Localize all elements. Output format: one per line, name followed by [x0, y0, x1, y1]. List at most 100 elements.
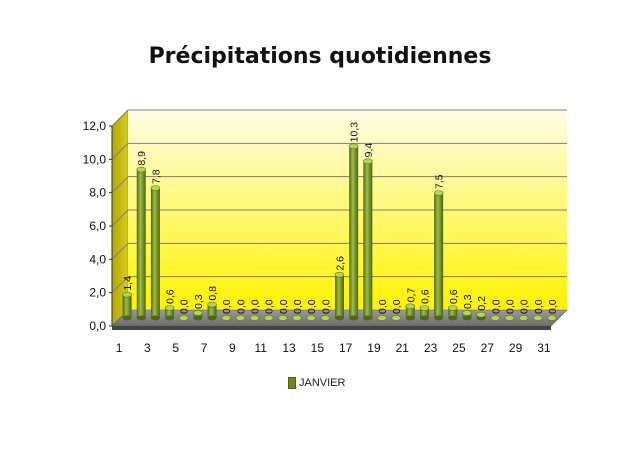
bar: [504, 315, 515, 321]
x-tick-label: 31: [537, 341, 551, 355]
bar-cap: [306, 315, 316, 321]
data-label: 0,0: [250, 299, 262, 314]
bar: [419, 305, 430, 321]
x-tick-label: 5: [172, 341, 179, 355]
bar-cap: [150, 185, 161, 191]
bar: [306, 315, 316, 321]
data-label: 2,6: [335, 256, 347, 271]
data-label: 0,8: [207, 286, 219, 301]
bar-body: [363, 161, 373, 318]
x-tick-label: 3: [144, 341, 151, 355]
bar-base: [150, 315, 160, 321]
bar-cap: [122, 291, 132, 298]
bar: [221, 315, 232, 321]
bar-base: [363, 315, 373, 321]
gridline-side: [111, 209, 129, 227]
data-label: 0,0: [547, 299, 559, 314]
bar: [122, 291, 132, 321]
bar: [292, 315, 302, 321]
bar-base: [419, 315, 429, 321]
bar-base: [349, 315, 359, 321]
bar-cap: [447, 305, 458, 311]
bar: [518, 315, 529, 321]
data-label: 8,9: [136, 151, 148, 166]
data-label: 0,0: [320, 299, 332, 314]
bar: [193, 310, 203, 321]
bar-cap: [249, 315, 260, 321]
x-tick-label: 11: [254, 341, 267, 355]
y-tick-label: 8,0: [89, 186, 106, 200]
y-tick-label: 12,0: [83, 119, 107, 133]
bar-base: [165, 315, 175, 321]
bar-cap: [391, 315, 401, 321]
bar-cap: [320, 315, 331, 321]
bar-body: [349, 146, 359, 318]
bar-base: [405, 315, 415, 321]
data-label: 0,0: [504, 299, 516, 314]
data-label: 0,0: [519, 299, 531, 314]
x-tick-label: 27: [481, 341, 495, 355]
bar-base: [122, 315, 132, 321]
bar-cap: [462, 310, 472, 316]
gridline-side: [111, 142, 129, 160]
x-tick-label: 13: [282, 341, 296, 355]
data-label: 9,4: [363, 143, 375, 158]
bar-base: [448, 315, 458, 321]
bar-cap: [164, 305, 175, 311]
data-label: 0,0: [235, 299, 247, 314]
bar-cap: [476, 311, 486, 318]
bar-cap: [547, 315, 557, 321]
data-label: 0,0: [221, 299, 233, 314]
bar-body: [150, 188, 160, 318]
bar: [235, 315, 246, 321]
bar-cap: [235, 315, 246, 321]
bar-body: [448, 308, 458, 318]
x-tick-label: 17: [339, 341, 353, 355]
y-tick-label: 6,0: [89, 219, 106, 233]
data-label: 0,0: [264, 299, 276, 314]
data-label: 0,2: [476, 296, 488, 311]
gridline-side: [111, 276, 129, 294]
data-label: 1,4: [122, 276, 134, 291]
legend-label: JANVIER: [299, 377, 346, 389]
bar-base: [434, 315, 444, 321]
bar-cap: [518, 315, 529, 321]
bar-body: [207, 304, 217, 318]
gridline-side: [111, 242, 129, 260]
data-label: 0,0: [490, 299, 502, 314]
bar: [320, 315, 331, 321]
x-tick-label: 19: [367, 341, 381, 355]
bar-cap: [504, 315, 515, 321]
bar-body: [165, 308, 175, 318]
bar-cap: [377, 315, 387, 321]
bar-body: [136, 169, 146, 318]
bar: [476, 311, 486, 321]
data-label: 0,3: [193, 294, 205, 309]
bar-body: [335, 274, 344, 318]
legend: JANVIER: [288, 377, 345, 389]
bar-cap: [419, 305, 430, 311]
x-tick-label: 15: [311, 341, 325, 355]
bar-body: [419, 308, 429, 318]
bar: [150, 185, 161, 321]
data-label: 0,0: [306, 299, 318, 314]
bar: [164, 305, 175, 321]
x-tick-label: 9: [229, 341, 236, 355]
bar-cap: [136, 166, 147, 173]
bar: [207, 301, 217, 321]
bar-cap: [433, 190, 444, 196]
bar: [249, 315, 260, 321]
bar-cap: [348, 143, 359, 150]
bar-base: [136, 315, 146, 321]
bar-cap: [278, 315, 288, 321]
y-tick-label: 2,0: [89, 286, 106, 300]
data-label: 0,6: [165, 289, 177, 304]
bar-cap: [292, 315, 302, 321]
x-tick-label: 7: [201, 341, 208, 355]
data-label: 0,3: [462, 294, 474, 309]
data-label: 7,8: [150, 169, 162, 184]
bar: [363, 158, 373, 321]
x-tick-label: 1: [116, 341, 123, 355]
bar: [263, 315, 274, 321]
bar-body: [122, 294, 132, 318]
